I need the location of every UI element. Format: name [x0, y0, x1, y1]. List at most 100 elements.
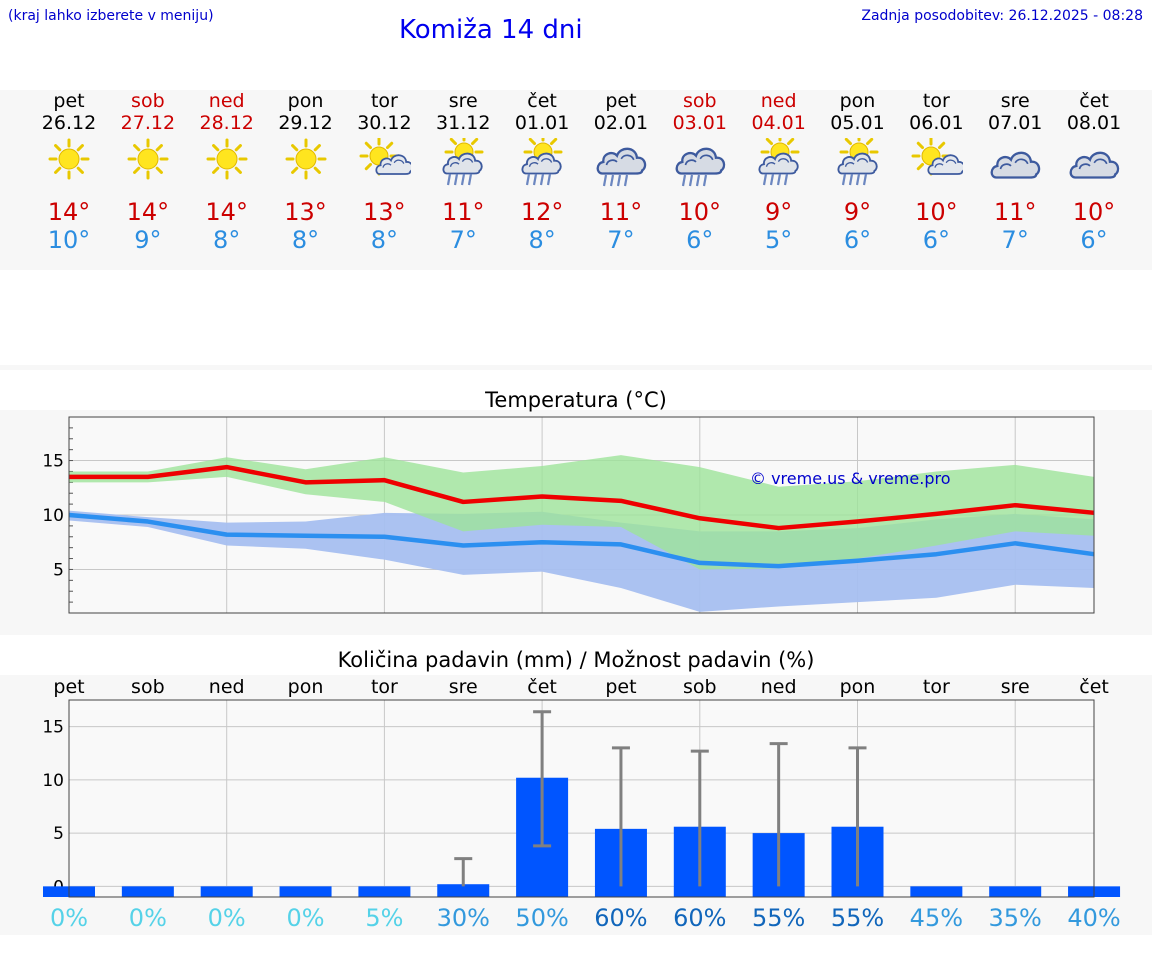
last-updated: Zadnja posodobitev: 26.12.2025 - 08:28	[861, 8, 1143, 24]
cloud-rain-icon	[594, 138, 648, 188]
precip-day-label: čet	[527, 676, 557, 698]
day-name: sre	[448, 90, 478, 112]
precipitation-chart-title: Količina padavin (mm) / Možnost padavin …	[337, 648, 815, 672]
plot-border	[68, 416, 1095, 614]
precip-probability: 45%	[909, 904, 964, 932]
day-name: tor	[922, 90, 950, 112]
plot-border	[68, 699, 1095, 898]
day-name: pet	[53, 90, 85, 112]
sun-cloud-icon	[357, 136, 414, 188]
precip-probability: 55%	[830, 904, 885, 932]
max-temperature: 11°	[441, 198, 485, 226]
precipitation-bar	[121, 886, 174, 897]
precip-day-label: sob	[131, 676, 165, 698]
sun-icon	[121, 138, 175, 188]
max-temperature: 9°	[843, 198, 872, 226]
min-temperature: 9°	[134, 226, 162, 254]
max-temperature: 11°	[993, 198, 1037, 226]
min-temperature: 6°	[843, 226, 872, 254]
precipitation-bar	[200, 886, 253, 897]
day-name: pon	[287, 90, 324, 112]
day-name: čet	[527, 90, 557, 112]
precip-day-label: sre	[448, 676, 478, 698]
sun-cloud-rain-icon	[515, 132, 569, 188]
min-temperature: 8°	[213, 226, 241, 254]
precipitation-bar	[910, 886, 963, 897]
precip-day-label: pet	[53, 676, 85, 698]
day-date: 26.12	[41, 112, 97, 134]
day-date: 31.12	[436, 112, 491, 134]
precip-probability: 60%	[673, 904, 727, 932]
sun-cloud-rain-icon	[436, 132, 490, 188]
day-name: ned	[208, 90, 245, 112]
min-temperature: 5°	[765, 226, 793, 254]
precip-probability: 30%	[436, 904, 490, 932]
sun-icon	[200, 138, 254, 188]
y-tick-label: 15	[42, 718, 64, 738]
precip-day-label: čet	[1079, 676, 1109, 698]
day-date: 05.01	[830, 112, 885, 134]
max-temperature: 14°	[47, 198, 91, 226]
day-date: 27.12	[120, 112, 176, 134]
min-temperature: 10°	[47, 226, 91, 254]
day-date: 03.01	[672, 112, 727, 134]
min-temperature: 8°	[528, 226, 556, 254]
page-title: Komiža 14 dni	[399, 15, 583, 45]
cloud-icon	[1067, 138, 1121, 188]
day-date: 07.01	[987, 112, 1043, 134]
sun-cloud-rain-icon	[831, 132, 885, 188]
watermark: © vreme.us & vreme.pro	[750, 469, 951, 488]
max-temperature: 11°	[599, 198, 643, 226]
forecast-strip	[0, 90, 1152, 270]
day-name: sob	[683, 90, 717, 112]
y-tick-label: 10	[42, 506, 64, 526]
precipitation-bar	[437, 884, 490, 897]
day-date: 30.12	[357, 112, 412, 134]
precip-day-label: pon	[287, 676, 324, 698]
min-temperature: 7°	[1001, 226, 1029, 254]
day-date: 02.01	[593, 112, 649, 134]
day-date: 08.01	[1066, 112, 1122, 134]
y-tick-label: 10	[42, 771, 64, 791]
precip-day-label: sob	[683, 676, 717, 698]
min-temperature: 6°	[686, 226, 714, 254]
precip-probability: 55%	[751, 904, 806, 932]
day-date: 04.01	[751, 112, 806, 134]
sun-icon	[42, 138, 96, 188]
divider	[0, 365, 1152, 370]
cloud-rain-icon	[673, 138, 727, 188]
min-temperature-line	[68, 512, 1095, 569]
max-temperature: 13°	[284, 198, 327, 226]
day-name: ned	[760, 90, 797, 112]
precip-probability: 50%	[515, 904, 569, 932]
min-temperature: 8°	[370, 226, 399, 254]
max-temperature: 13°	[363, 198, 406, 226]
precip-day-label: pon	[839, 676, 876, 698]
precip-day-label: pet	[605, 676, 637, 698]
sun-icon	[279, 138, 333, 188]
y-tick-label: 5	[53, 824, 64, 844]
temperature-chart-title: Temperatura (°C)	[485, 388, 667, 412]
precip-probability: 0%	[286, 904, 325, 932]
max-temperature: 10°	[1072, 198, 1116, 226]
max-temperature: 14°	[126, 198, 170, 226]
max-temperature-line	[69, 464, 1095, 531]
precip-day-label: ned	[760, 676, 797, 698]
precip-probability: 0%	[128, 904, 167, 932]
y-tick-label: 15	[42, 452, 64, 472]
min-temperature: 8°	[291, 226, 320, 254]
cloud-icon	[988, 138, 1042, 188]
precip-probability: 0%	[49, 904, 89, 932]
precipitation-bar	[989, 886, 1042, 897]
location-hint-link[interactable]: (kraj lahko izberete v meniju)	[8, 8, 214, 24]
day-date: 28.12	[199, 112, 254, 134]
precipitation-bar	[358, 886, 411, 897]
precip-probability: 60%	[594, 904, 648, 932]
day-name: čet	[1079, 90, 1109, 112]
day-name: sob	[131, 90, 165, 112]
min-temperature: 6°	[1080, 226, 1108, 254]
y-tick-label: 5	[53, 560, 64, 580]
min-temperature: 6°	[922, 226, 950, 254]
